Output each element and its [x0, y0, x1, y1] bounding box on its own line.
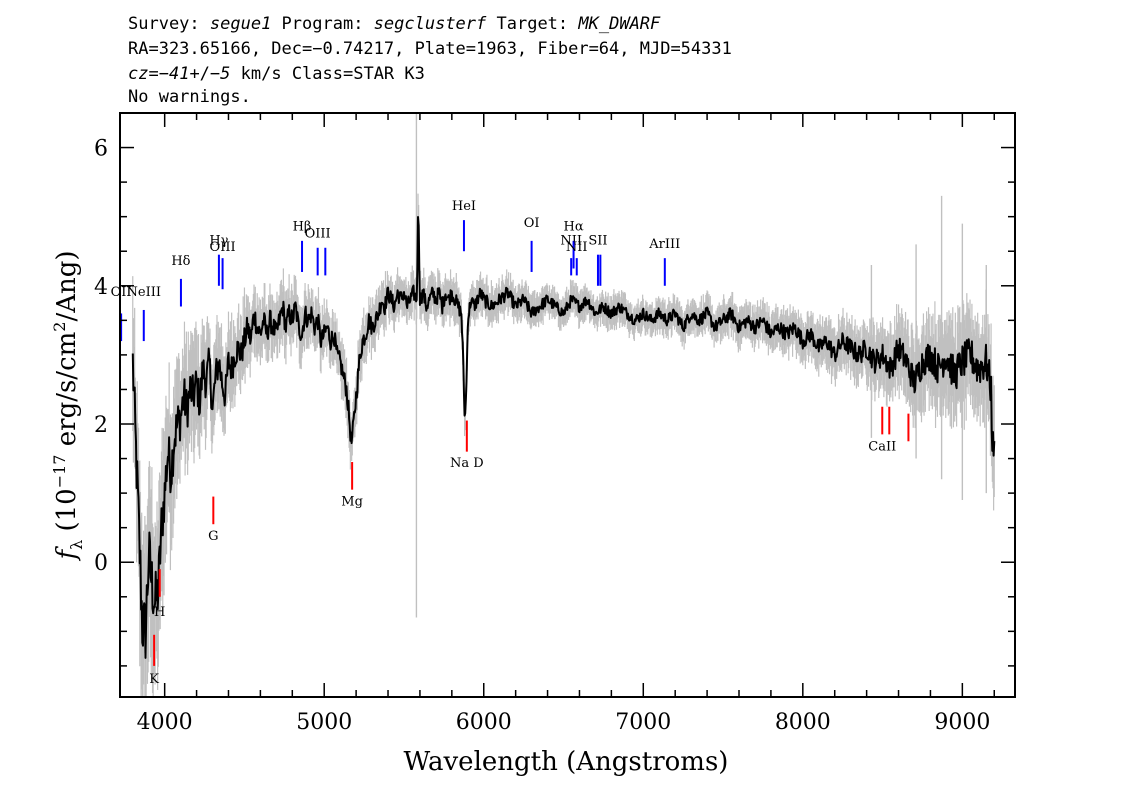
y-tick-label: 2	[94, 413, 108, 438]
emission-label-oi: OI	[524, 216, 540, 231]
x-tick-label: 6000	[456, 710, 512, 735]
y-axis-title: fλ (10−17 erg/s/cm2/Ang)	[50, 250, 86, 561]
y-tick-label: 4	[94, 275, 108, 300]
absorption-label-k: K	[149, 672, 159, 687]
emission-label-h-: Hβ	[293, 219, 312, 234]
x-tick-label: 7000	[615, 710, 671, 735]
error-band-layer	[132, 113, 995, 697]
absorption-label-h: H	[154, 605, 165, 620]
spectrum-header: Survey: segue1 Program: segclusterf Targ…	[128, 14, 732, 107]
x-tick-label: 5000	[296, 710, 352, 735]
emission-label-neiii: NeIII	[127, 285, 161, 300]
x-tick-label: 8000	[775, 710, 831, 735]
x-tick-label: 4000	[137, 710, 193, 735]
header-warnings-line: No warnings.	[128, 87, 251, 107]
absorption-label-caii: CaII	[868, 439, 896, 454]
flux-line	[131, 216, 996, 659]
emission-label-h-: Hα	[563, 219, 583, 234]
emission-label-oiii: OIII	[305, 226, 331, 241]
header-survey-line: Survey: segue1 Program: segclusterf Targ…	[128, 14, 661, 34]
x-axis-title: Wavelength (Angstroms)	[404, 747, 729, 777]
emission-label-h-: Hδ	[171, 254, 190, 269]
y-tick-label: 6	[94, 137, 108, 162]
emission-label-nii: NII	[560, 233, 582, 248]
axes-layer: 4000 5000 6000 7000 8000 9000 0 2 4 6	[94, 112, 1016, 735]
emission-label-sii: SII	[588, 233, 607, 248]
emission-label-oii: OII	[111, 285, 132, 300]
header-redshift-line: cz=−41+/−5 km/s Class=STAR K3	[128, 64, 425, 84]
x-tick-label: 9000	[934, 710, 990, 735]
emission-label-nii: NII	[566, 240, 588, 255]
header-coordinates-line: RA=323.65166, Dec=−0.74217, Plate=1963, …	[128, 39, 732, 59]
plot-frame	[119, 112, 1016, 698]
absorption-label-mg: Mg	[341, 495, 363, 510]
flux-layer	[131, 216, 996, 659]
emission-label-hei: HeI	[452, 199, 476, 214]
emission-label-h-: Hγ	[209, 233, 228, 248]
absorption-label-na-d: Na D	[450, 456, 484, 471]
emission-label-ariii: ArIII	[648, 237, 680, 252]
absorption-label-g: G	[208, 529, 218, 544]
y-tick-label: 0	[94, 551, 108, 576]
emission-label-oiii: OIII	[210, 240, 236, 255]
